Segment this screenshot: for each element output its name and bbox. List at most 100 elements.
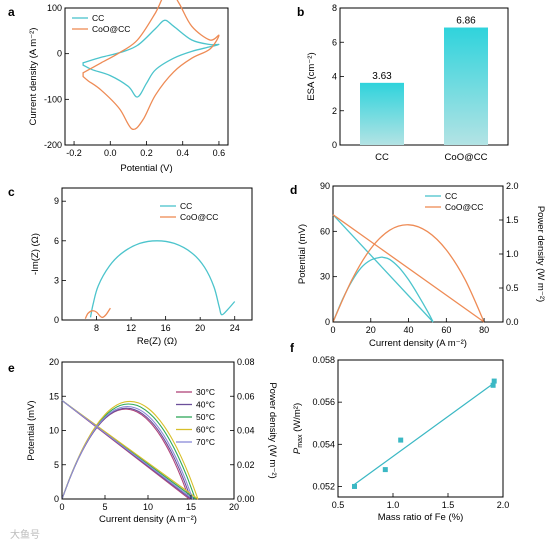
y-tick-label-e: 10	[49, 426, 59, 436]
panel-b: 3.63 CC 6.86 CoO@CC 0 2 4 6 8 ESA (cm⁻²) b	[297, 3, 509, 163]
curve-coo-cc-power	[332, 224, 485, 323]
y-tick-label-c: 3	[54, 275, 59, 285]
y-tick-label-d: 0	[325, 317, 330, 327]
curve-cc-power	[332, 256, 434, 323]
x-tick-label-e: 5	[102, 502, 107, 512]
data-point	[490, 382, 496, 388]
y2-tick-label-e: 0.00	[237, 494, 255, 504]
bar-coocc	[444, 27, 488, 145]
y-tick-label-c: 6	[54, 236, 59, 246]
bar-value-label: 6.86	[456, 16, 476, 27]
watermark: 大鱼号	[10, 528, 40, 541]
x-tick-label-a: 0.6	[213, 148, 226, 158]
x-axis-label-f: Mass ratio of Fe (%)	[378, 512, 464, 523]
panel-c: 8 16 24 12 20 0 3 6 9 Re(Z) (Ω) -Im(Z) (Ω) CCCoO@CC…	[8, 185, 253, 347]
y2-axis-label-d: Power density (W m⁻²)	[535, 206, 546, 302]
panel-a: -0.2 0.0 0.2 0.4 0.6 -200 -100 0 100 Potential (V…	[8, 0, 229, 174]
cv-curve-coocc	[82, 0, 220, 131]
x-tick-label-e: 20	[229, 502, 239, 512]
y-axis-label-c: -Im(Z) (Ω)	[30, 233, 41, 275]
polarization-line-70c	[61, 399, 194, 500]
data-point	[352, 483, 357, 489]
x-tick-label-e: 15	[186, 502, 196, 512]
y2-tick-label-e: 0.08	[237, 357, 255, 367]
y-tick-label-d: 90	[320, 181, 330, 191]
y-axis-label-e: Potential (mV)	[26, 400, 37, 460]
y2-axis-label-e: Power density (W m⁻²)	[267, 382, 278, 478]
x-minor-tick-label-c: 20	[195, 323, 205, 333]
legend-label-a: CC	[92, 13, 104, 23]
y2-tick-label-e: 0.06	[237, 391, 255, 401]
data-point	[382, 467, 388, 473]
plot-frame-f	[337, 359, 504, 498]
nyquist-curve-cc	[89, 240, 236, 318]
x-tick-label-c: 16	[161, 323, 171, 333]
x-axis-label-e: Current density (A m⁻²)	[99, 514, 197, 525]
panel-label-c: c	[8, 185, 15, 199]
y-tick-label-b: 4	[332, 72, 337, 82]
y2-tick-label-d: 0.5	[506, 283, 519, 293]
panel-label-d: d	[290, 183, 297, 197]
legend-label-d: CC	[445, 191, 457, 201]
y-axis-label-f: Pmax (W/m²)	[292, 403, 304, 454]
y-tick-label-e: 20	[49, 357, 59, 367]
x-tick-label-f: 1.5	[442, 500, 455, 510]
y2-tick-label-e: 0.02	[237, 460, 255, 470]
legend-label-e: 70°C	[196, 437, 215, 447]
y-axis-label-a: Current density (A m⁻²)	[28, 28, 39, 126]
y-tick-label-a: -100	[44, 94, 62, 104]
y2-tick-label-d: 1.0	[506, 249, 519, 259]
y-tick-label-f: 0.052	[312, 481, 335, 491]
panel-e: 0 5 10 15 20051015200.000.020.040.060.08Curr…	[8, 357, 278, 525]
y2-tick-label-e: 0.04	[237, 426, 255, 436]
x-tick-label-f: 0.5	[332, 500, 345, 510]
legend-label-e: 30°C	[196, 387, 215, 397]
y-tick-label-a: -200	[44, 140, 62, 150]
x-tick-label-c: 8	[94, 323, 99, 333]
y-tick-label-e: 15	[49, 391, 59, 401]
x-tick-label-a: -0.2	[66, 148, 82, 158]
panel-f: 0.5 1.0 1.5 2.0 0.052 0.054 0.056 0.058 Mass rat…	[290, 341, 509, 523]
y-tick-label-e: 5	[54, 460, 59, 470]
y-tick-label-a: 0	[57, 49, 62, 59]
plot-frame-c	[61, 187, 253, 321]
y-tick-label-b: 8	[332, 3, 337, 13]
power-curve-60c	[61, 400, 199, 500]
panel-d: 0 20 40 60 80 0 30 60 90 0.0 0.5 1.0 1.5 2.0 Current d…	[290, 181, 546, 349]
x-axis-label-c: Re(Z) (Ω)	[137, 336, 177, 347]
y-tick-label-b: 0	[332, 140, 337, 150]
y-tick-label-e: 0	[54, 494, 59, 504]
y-tick-label-f: 0.056	[312, 397, 335, 407]
legend-label-a: CoO@CC	[92, 24, 130, 34]
x-axis-label-a: Potential (V)	[120, 163, 172, 174]
y-tick-label-b: 2	[332, 106, 337, 116]
panel-label-b: b	[297, 5, 304, 19]
x-tick-label-e: 0	[59, 502, 64, 512]
x-tick-label-a: 0.0	[104, 148, 117, 158]
x-tick-label-e: 10	[143, 502, 153, 512]
x-tick-label-a: 0.2	[140, 148, 153, 158]
x-tick-label-f: 1.0	[387, 500, 400, 510]
legend-label-e: 40°C	[196, 400, 215, 410]
x-tick-label-d: 20	[366, 325, 376, 335]
y-tick-label-c: 0	[54, 315, 59, 325]
y-tick-label-d: 30	[320, 272, 330, 282]
y2-tick-label-d: 0.0	[506, 317, 519, 327]
x-tick-label-d: 40	[404, 325, 414, 335]
legend-label-c: CoO@CC	[180, 212, 218, 222]
curve-coo-cc	[332, 214, 485, 323]
x-axis-label-d: Current density (A m⁻²)	[369, 338, 467, 349]
x-tick-label-a: 0.4	[176, 148, 189, 158]
x-category-label: CC	[375, 152, 389, 163]
panel-label-e: e	[8, 361, 15, 375]
x-tick-label-c: 24	[230, 323, 240, 333]
bar-cc	[360, 82, 404, 145]
x-tick-label-d: 80	[479, 325, 489, 335]
power-curve-70c	[61, 405, 194, 500]
bar-value-label: 3.63	[372, 71, 392, 82]
legend-label-c: CC	[180, 201, 192, 211]
y-tick-label-d: 60	[320, 226, 330, 236]
data-point	[491, 378, 497, 384]
y-axis-label-d: Potential (mV)	[297, 224, 308, 284]
legend-label-d: CoO@CC	[445, 202, 483, 212]
